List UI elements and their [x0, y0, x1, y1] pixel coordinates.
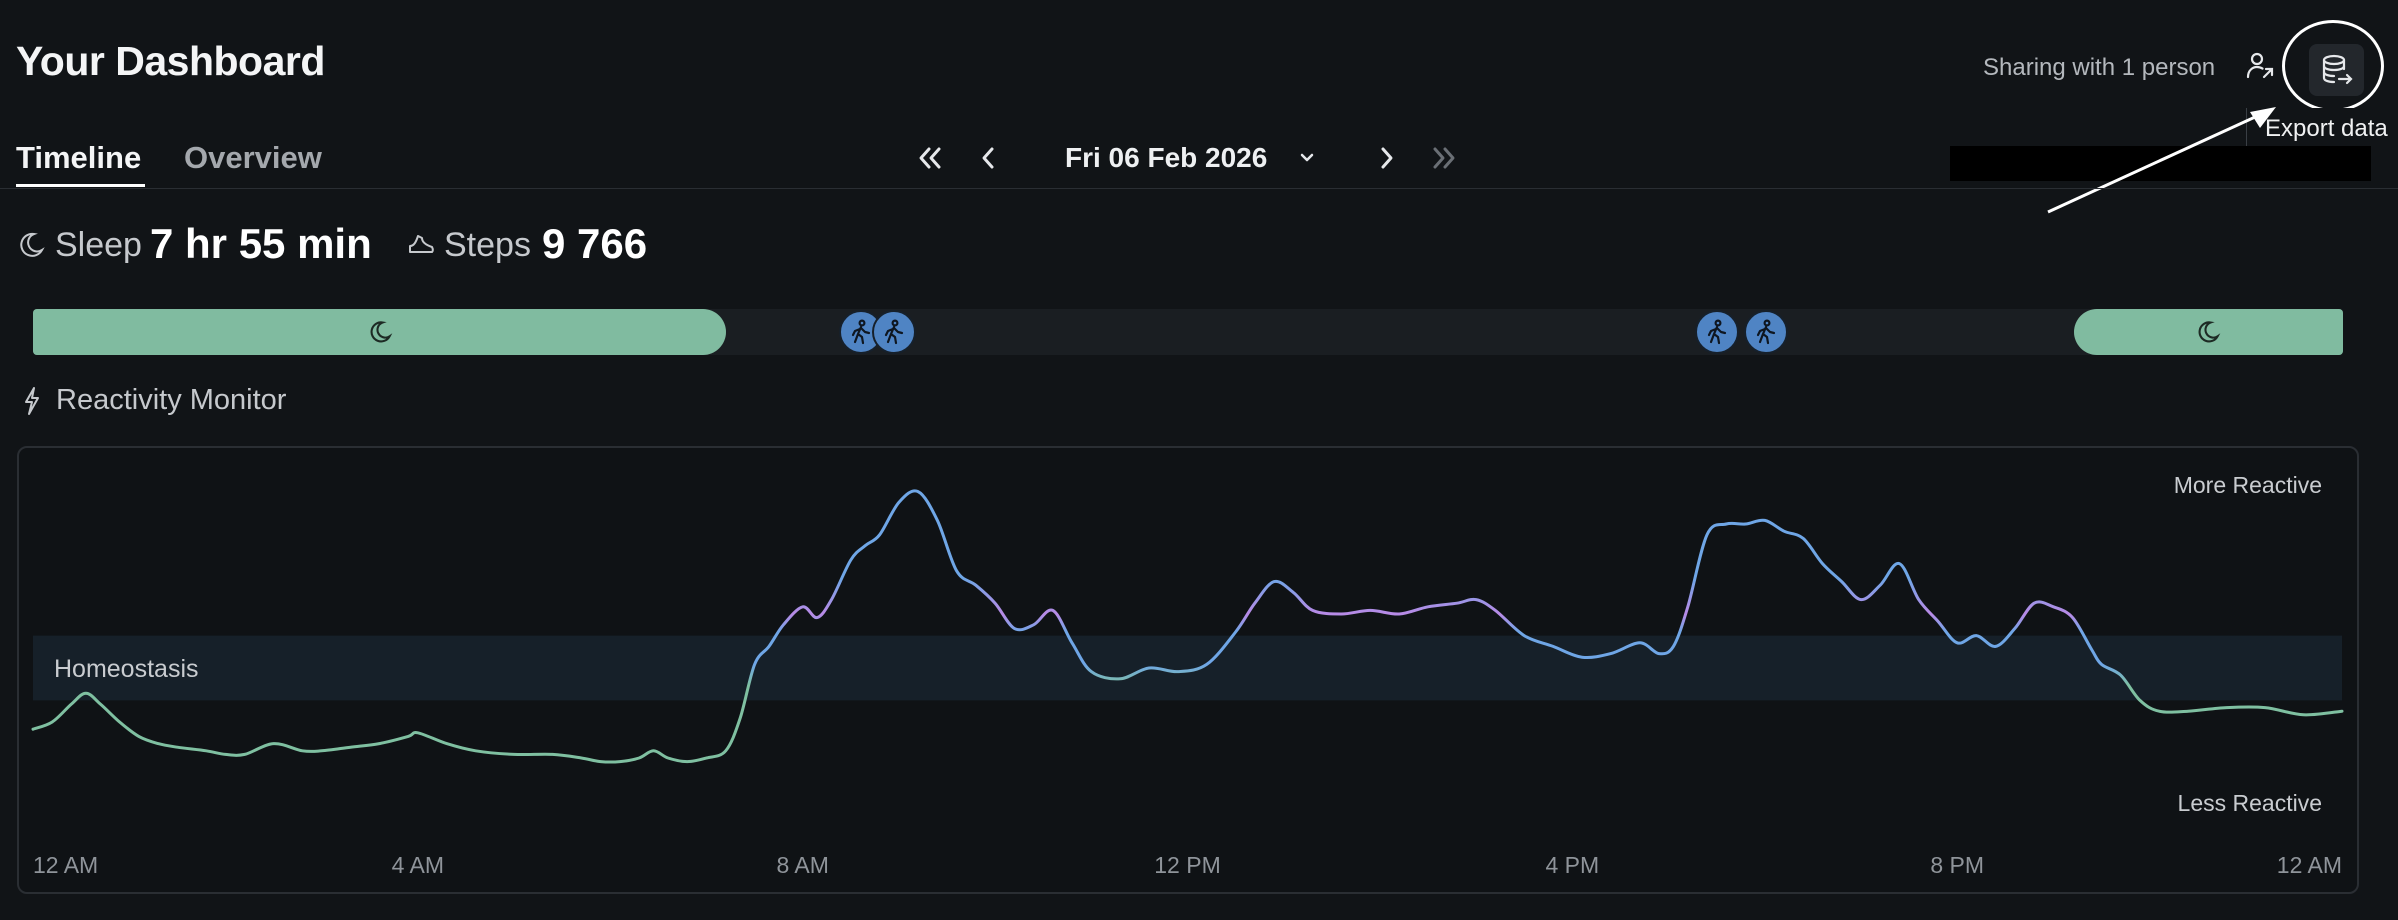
- reactivity-header: Reactivity Monitor: [22, 384, 286, 417]
- less-reactive-label: Less Reactive: [2178, 790, 2322, 816]
- tab-timeline[interactable]: Timeline: [16, 140, 142, 175]
- homeostasis-band: [33, 635, 2342, 701]
- shoe-icon: [409, 235, 434, 253]
- steps-label: Steps: [444, 226, 531, 264]
- date-picker[interactable]: Fri 06 Feb 2026: [1065, 142, 1268, 173]
- x-tick-label: 12 AM: [33, 852, 98, 878]
- x-tick-label: 8 AM: [776, 852, 828, 878]
- active-tab-indicator: [16, 184, 145, 187]
- x-tick-label: 4 PM: [1545, 852, 1599, 878]
- sleep-period-bar[interactable]: [33, 309, 726, 355]
- reactivity-title: Reactivity Monitor: [56, 384, 287, 416]
- walk-event-badge[interactable]: [872, 310, 917, 354]
- walking-icon: [1708, 319, 1727, 345]
- export-data-button[interactable]: [2309, 44, 2364, 96]
- header-divider: [0, 188, 2398, 189]
- homeostasis-label: Homeostasis: [54, 655, 199, 683]
- sleep-value: 7 hr 55 min: [150, 220, 372, 267]
- page-title: Your Dashboard: [16, 38, 325, 84]
- share-button[interactable]: [2240, 46, 2280, 86]
- walking-icon: [851, 319, 870, 345]
- export-tooltip: Export data: [2246, 108, 2388, 150]
- walk-event-badge[interactable]: [1695, 310, 1740, 354]
- double-chevron-left-icon: [919, 147, 941, 169]
- next-day-button[interactable]: [1367, 138, 1407, 178]
- sharing-status[interactable]: Sharing with 1 person: [1983, 54, 2216, 81]
- moon-icon: [20, 232, 45, 257]
- reactivity-line: [31, 489, 2344, 764]
- database-export-icon: [2322, 54, 2353, 85]
- chevron-left-icon: [982, 147, 994, 169]
- double-chevron-right-icon: [1433, 147, 1455, 169]
- chevron-down-icon: [1300, 153, 1314, 162]
- lightning-icon: [25, 386, 39, 415]
- moon-icon: [370, 321, 392, 343]
- x-tick-label: 12 PM: [1154, 852, 1220, 878]
- tab-overview[interactable]: Overview: [184, 140, 322, 175]
- walk-event-badge[interactable]: [1743, 310, 1788, 354]
- redacted-area: [1950, 146, 2371, 181]
- steps-value: 9 766: [542, 220, 648, 267]
- sleep-label: Sleep: [55, 226, 142, 264]
- sleep-period-bar[interactable]: [2073, 309, 2343, 355]
- person-share-icon: [2246, 52, 2274, 79]
- annotation-arrow: [2047, 107, 2276, 214]
- date-dropdown-button[interactable]: [1287, 138, 1327, 178]
- previous-day-button[interactable]: [968, 138, 1008, 178]
- first-day-button[interactable]: [910, 138, 950, 178]
- more-reactive-label: More Reactive: [2174, 472, 2322, 498]
- x-tick-label: 12 AM: [2277, 852, 2342, 878]
- moon-icon: [2198, 321, 2221, 343]
- walking-icon: [1756, 319, 1775, 345]
- walking-icon: [885, 319, 904, 345]
- x-tick-label: 4 AM: [392, 852, 444, 878]
- x-tick-label: 8 PM: [1930, 852, 1984, 878]
- last-day-button[interactable]: [1424, 138, 1464, 178]
- chevron-right-icon: [1381, 147, 1393, 169]
